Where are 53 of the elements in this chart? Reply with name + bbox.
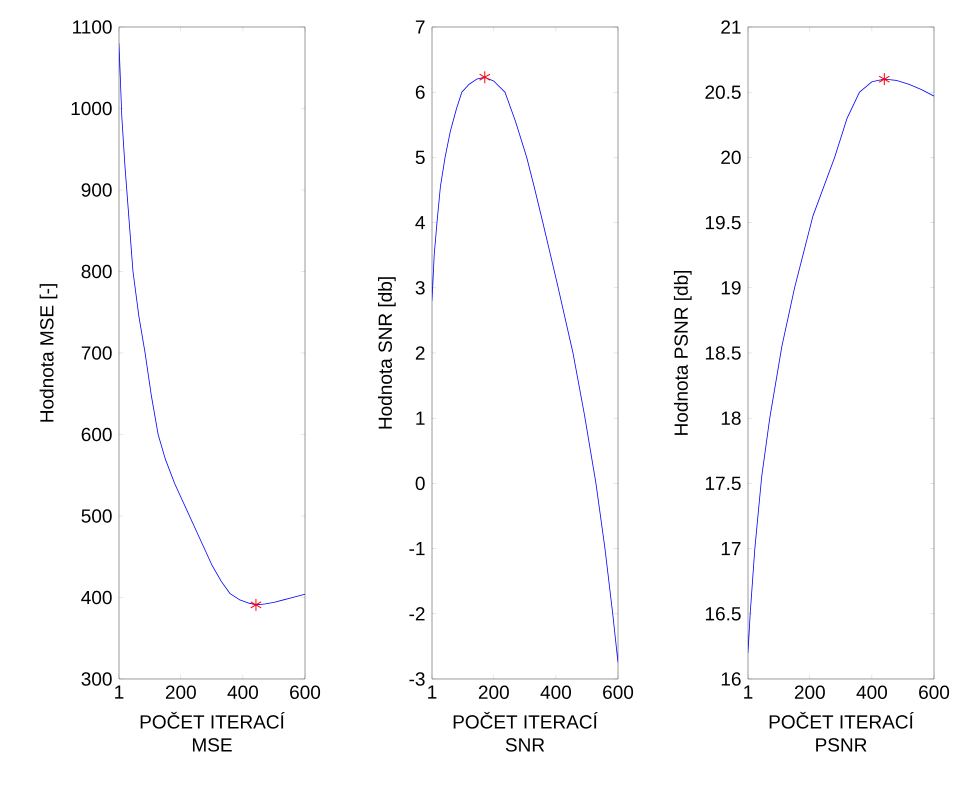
y-tick-label: 20 (721, 150, 741, 164)
x-axis-title: POČET ITERACÍ (454, 712, 598, 729)
x-tick-label: 600 (290, 686, 320, 699)
text: SNR (506, 738, 544, 752)
y-tick-label: 2 (416, 346, 425, 360)
y-tick-label: 700 (82, 346, 112, 360)
y-tick-label: 1100 (73, 20, 112, 34)
y-tick-label: 0 (416, 476, 425, 490)
x-axis-title: POČET ITERACÍ (140, 712, 285, 729)
y-tick-label: 20.5 (705, 85, 741, 99)
x-tick-label: 200 (794, 686, 825, 699)
line-series (432, 76, 618, 664)
y-tick-label: 6 (416, 85, 425, 99)
y-tick-label: 21 (721, 20, 741, 34)
y-tick-label: 4 (415, 216, 425, 230)
y-tick-label: 900 (82, 183, 112, 197)
x-tick-label: 400 (540, 686, 571, 699)
x-tick-label: 1 (744, 686, 752, 699)
y-tick-label: 500 (82, 509, 112, 523)
y-tick-label: 19 (722, 281, 741, 295)
y-tick-label: 1000 (72, 102, 112, 116)
y-tick-label: 1 (416, 412, 425, 425)
y-tick-label: 16.5 (706, 607, 741, 621)
y-tick-label: 18 (722, 411, 741, 425)
y-tick-label: 16 (722, 672, 741, 686)
text: MSE (192, 738, 232, 752)
y-tick-label: 600 (82, 428, 112, 442)
x-tick-label: 200 (478, 686, 509, 699)
y-tick-label: 5 (416, 150, 425, 164)
y-tick-label: -3 (409, 672, 425, 686)
x-tick-label: 1 (115, 686, 124, 699)
y-axis-title: Hodnota MSE [-] (40, 284, 58, 422)
y-tick-label: 400 (81, 590, 112, 604)
text: PSNR (816, 738, 867, 752)
x-tick-label: 200 (166, 686, 196, 699)
y-tick-label: 3 (416, 281, 425, 295)
x-axis-title: POČET ITERACÍ (770, 712, 914, 729)
y-tick-label: -1 (409, 542, 425, 556)
y-tick-label: 300 (81, 672, 112, 686)
x-tick-label: 1 (428, 686, 436, 699)
y-tick-label: -2 (409, 607, 425, 620)
y-tick-label: 7 (416, 20, 425, 34)
y-tick-label: 17 (722, 542, 741, 556)
x-tick-label: 600 (603, 686, 634, 699)
y-tick-label: 800 (82, 264, 112, 278)
y-tick-label: 19.5 (706, 216, 741, 230)
y-axis-title: Hodnota SNR [db] (378, 277, 396, 429)
x-tick-label: 600 (919, 686, 950, 699)
x-tick-label: 400 (227, 686, 258, 699)
y-tick-label: 17.5 (706, 476, 741, 490)
y-axis-title: Hodnota PSNR [db] (674, 270, 692, 435)
x-tick-label: 400 (856, 686, 887, 699)
y-tick-label: 18.5 (706, 346, 741, 360)
